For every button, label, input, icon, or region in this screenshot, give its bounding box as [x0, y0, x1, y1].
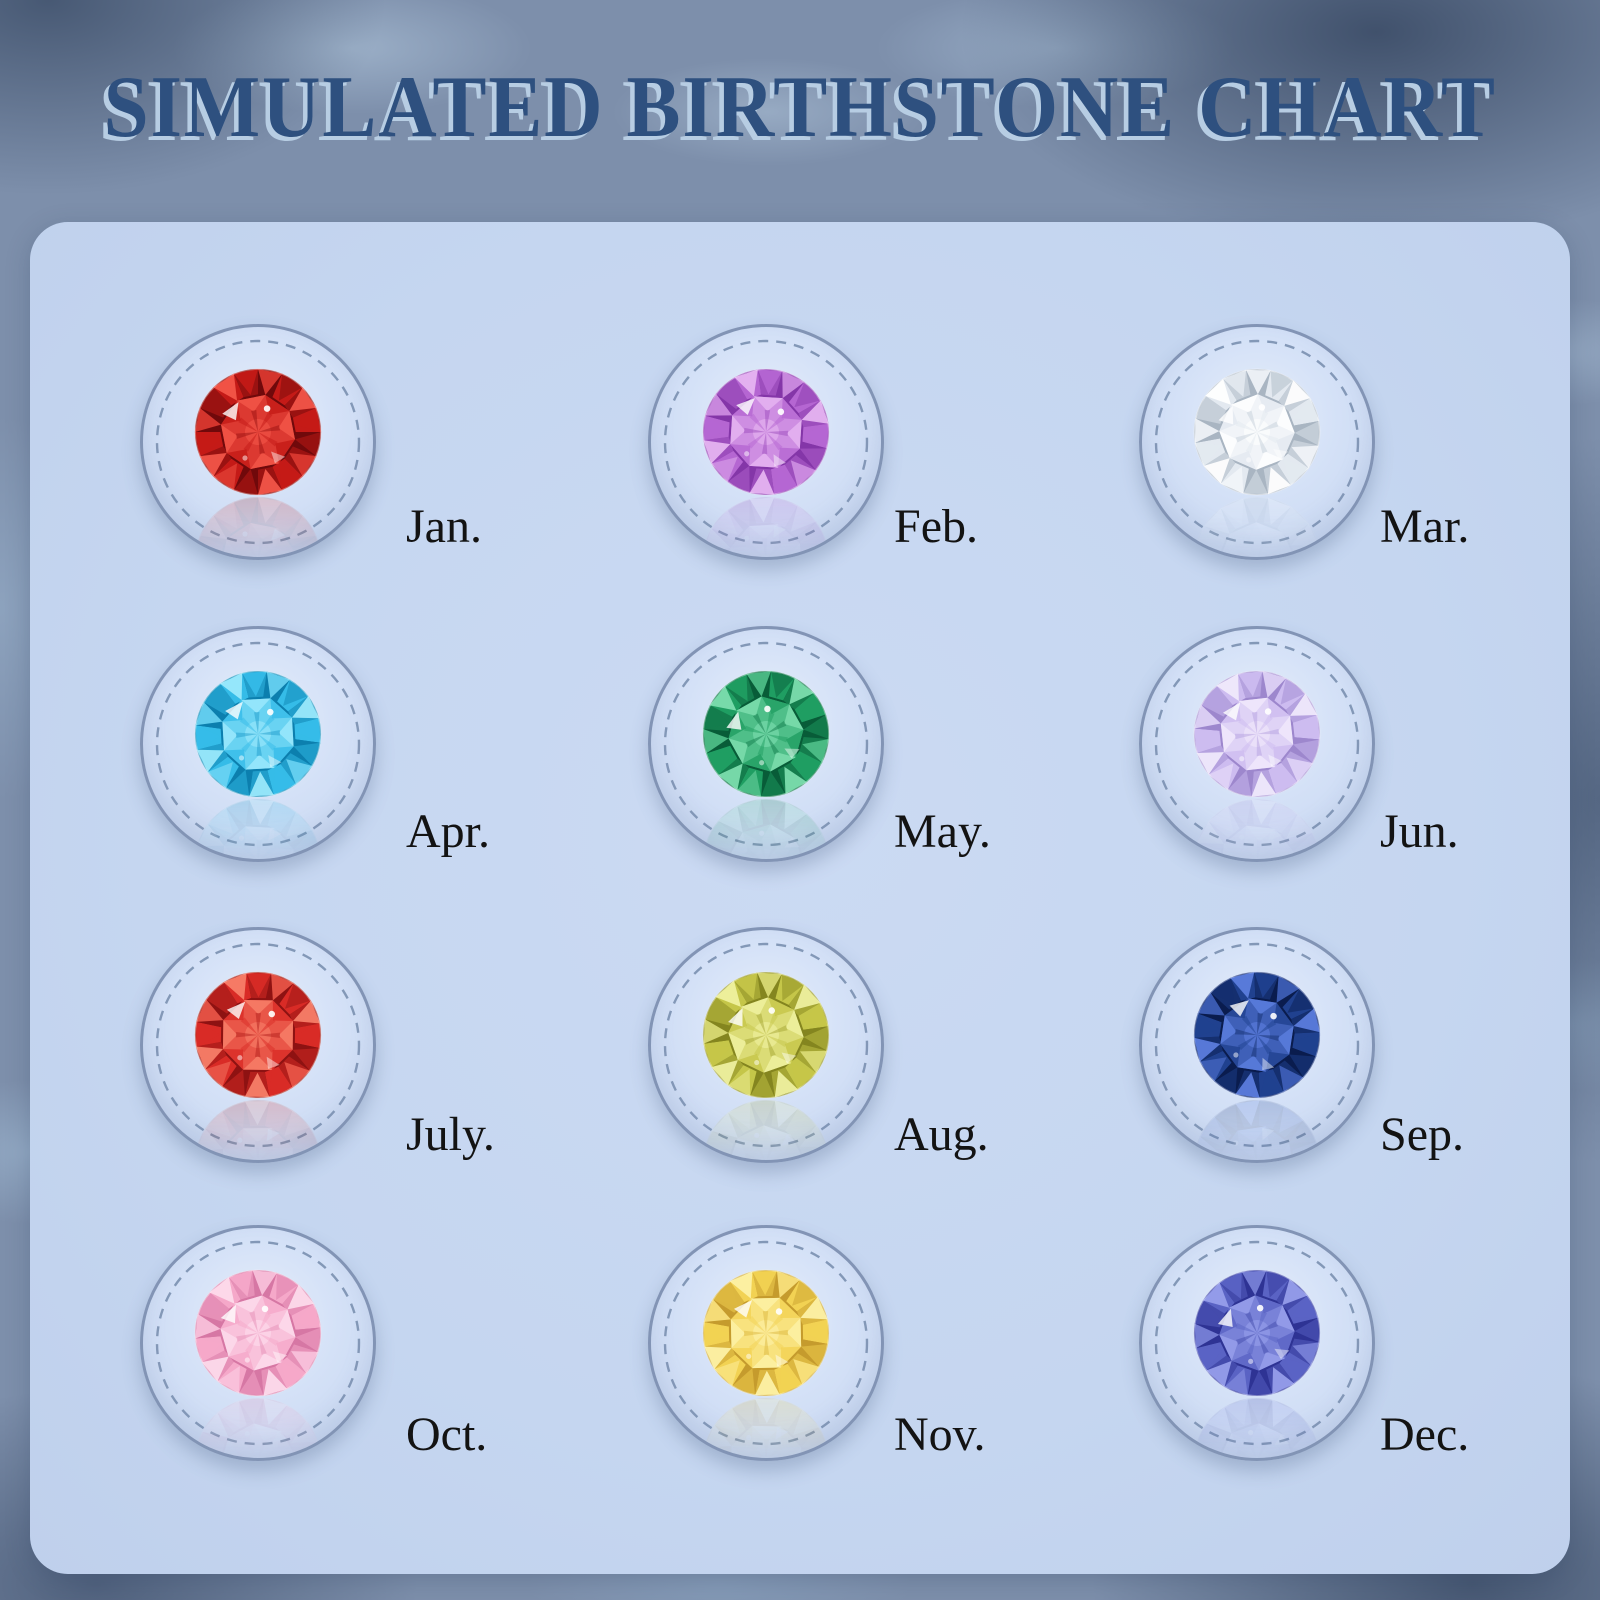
stitched-dashed-ring	[663, 339, 869, 545]
month-label-aug: Aug.	[894, 1108, 989, 1161]
gem-holder	[1192, 669, 1322, 859]
dark-blue-gem-reflection	[1193, 1099, 1321, 1160]
birthstone-medallion-mar	[1139, 324, 1375, 560]
stitched-dashed-ring	[1154, 1240, 1360, 1446]
pale-lavender-gem-reflection	[1193, 798, 1321, 859]
gem-holder	[193, 669, 323, 859]
birthstone-medallion-feb	[648, 324, 884, 560]
stitched-dashed-ring	[155, 339, 361, 545]
birthstone-medallion-dec	[1139, 1225, 1375, 1461]
gem-holder	[193, 970, 323, 1160]
aqua-blue-gem-icon	[194, 670, 322, 798]
aqua-blue-gem-reflection	[194, 798, 322, 859]
birthstone-medallion-sep	[1139, 927, 1375, 1163]
bright-red-gem-icon	[194, 971, 322, 1099]
golden-yellow-gem-icon	[702, 1269, 830, 1397]
gem-holder	[701, 669, 831, 859]
stitched-dashed-ring	[1154, 942, 1360, 1148]
violet-blue-gem-reflection	[1193, 1397, 1321, 1458]
golden-yellow-gem-reflection	[702, 1397, 830, 1458]
gem-holder	[193, 367, 323, 557]
stitched-dashed-ring	[155, 641, 361, 847]
stitched-dashed-ring	[663, 1240, 869, 1446]
month-label-may: May.	[894, 805, 991, 858]
birthstone-medallion-jun	[1139, 626, 1375, 862]
birthstone-medallion-nov	[648, 1225, 884, 1461]
stitched-dashed-ring	[155, 942, 361, 1148]
month-label-apr: Apr.	[406, 805, 490, 858]
chart-panel: Jan. Feb. Mar. Apr. May. Jun. July. Aug. Sep. Oct…	[30, 222, 1570, 1574]
yellow-green-gem-icon	[702, 971, 830, 1099]
month-label-nov: Nov.	[894, 1408, 986, 1461]
bright-red-gem-reflection	[194, 1099, 322, 1160]
gem-holder	[701, 367, 831, 557]
purple-gem-icon	[702, 368, 830, 496]
white-clear-gem-icon	[1193, 368, 1321, 496]
month-label-dec: Dec.	[1380, 1408, 1470, 1461]
page-title: SIMULATED BIRTHSTONE CHART	[103, 59, 1497, 156]
gem-holder	[1192, 970, 1322, 1160]
pink-gem-icon	[194, 1269, 322, 1397]
birthstone-medallion-oct	[140, 1225, 376, 1461]
birthstone-medallion-aug	[648, 927, 884, 1163]
month-label-jan: Jan.	[406, 500, 482, 553]
pale-lavender-gem-icon	[1193, 670, 1321, 798]
stitched-dashed-ring	[1154, 641, 1360, 847]
month-label-feb: Feb.	[894, 500, 978, 553]
birthstone-medallion-jan	[140, 324, 376, 560]
stitched-dashed-ring	[663, 942, 869, 1148]
dark-red-gem-reflection	[194, 496, 322, 557]
gem-holder	[701, 970, 831, 1160]
purple-gem-reflection	[702, 496, 830, 557]
gem-holder	[701, 1268, 831, 1458]
green-gem-reflection	[702, 798, 830, 859]
title-area: SIMULATED BIRTHSTONE CHART	[0, 64, 1600, 152]
month-label-sep: Sep.	[1380, 1108, 1464, 1161]
gem-holder	[193, 1268, 323, 1458]
dark-blue-gem-icon	[1193, 971, 1321, 1099]
dark-red-gem-icon	[194, 368, 322, 496]
pink-gem-reflection	[194, 1397, 322, 1458]
stitched-dashed-ring	[663, 641, 869, 847]
gem-holder	[1192, 1268, 1322, 1458]
month-label-july: July.	[406, 1108, 495, 1161]
birthstone-medallion-july	[140, 927, 376, 1163]
stitched-dashed-ring	[155, 1240, 361, 1446]
green-gem-icon	[702, 670, 830, 798]
yellow-green-gem-reflection	[702, 1099, 830, 1160]
month-label-jun: Jun.	[1380, 805, 1459, 858]
birthstone-medallion-apr	[140, 626, 376, 862]
violet-blue-gem-icon	[1193, 1269, 1321, 1397]
stitched-dashed-ring	[1154, 339, 1360, 545]
month-label-oct: Oct.	[406, 1408, 488, 1461]
gem-holder	[1192, 367, 1322, 557]
month-label-mar: Mar.	[1380, 500, 1470, 553]
white-clear-gem-reflection	[1193, 496, 1321, 557]
birthstone-medallion-may	[648, 626, 884, 862]
